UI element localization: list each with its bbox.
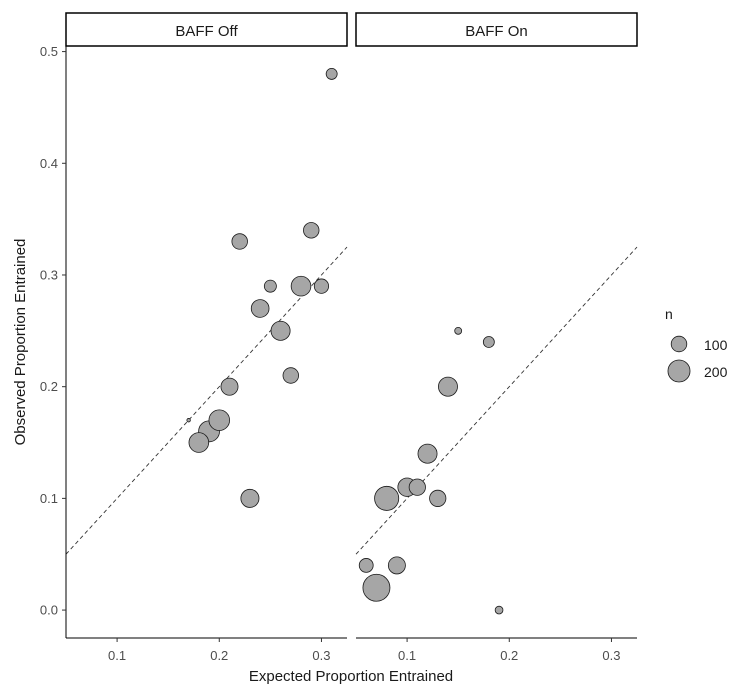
size-legend: n 100 200	[665, 306, 728, 383]
data-point	[362, 573, 391, 602]
x-tick-label: 0.3	[602, 648, 620, 663]
data-point	[417, 443, 438, 464]
data-point	[186, 418, 191, 423]
data-point	[313, 278, 330, 294]
y-tick-label: 0.4	[40, 156, 58, 171]
panel-right: BAFF On	[355, 12, 638, 615]
y-tick-label: 0.0	[40, 603, 58, 618]
data-point	[438, 376, 458, 397]
y-tick-label: 0.5	[40, 44, 58, 59]
strip-box-right	[355, 12, 638, 47]
data-point	[220, 377, 239, 396]
data-point	[270, 320, 291, 341]
y-tick-label: 0.1	[40, 491, 58, 506]
plot-area-left	[65, 68, 348, 555]
legend-label-100: 100	[704, 337, 728, 353]
legend-label-200: 200	[704, 364, 728, 380]
data-point	[231, 233, 248, 250]
strip-label-left: BAFF Off	[175, 23, 238, 40]
panel-left: BAFF Off	[65, 12, 348, 555]
data-point	[325, 68, 338, 80]
x-tick-label: 0.2	[500, 648, 518, 663]
identity-reference-line	[355, 246, 638, 555]
y-tick-label: 0.2	[40, 379, 58, 394]
identity-reference-line	[65, 246, 348, 555]
x-axis-title: Expected Proportion Entrained	[249, 668, 453, 685]
x-tick-label: 0.1	[398, 648, 416, 663]
data-point	[208, 409, 230, 431]
data-point	[263, 279, 277, 293]
data-point	[250, 299, 270, 318]
legend-title: n	[665, 306, 673, 322]
data-point	[454, 326, 463, 335]
data-point	[374, 485, 400, 511]
data-point	[282, 367, 300, 384]
data-point	[408, 478, 426, 496]
strip-label-right: BAFF On	[465, 23, 528, 40]
data-point	[494, 605, 504, 615]
data-point	[290, 275, 312, 297]
plot-area-right	[355, 246, 638, 615]
data-point	[429, 489, 447, 507]
data-point	[303, 222, 320, 239]
y-tick-label: 0.3	[40, 267, 58, 282]
x-tick-label: 0.1	[108, 648, 126, 663]
legend-key-200	[667, 359, 691, 383]
data-point	[387, 556, 406, 575]
x-tick-label: 0.2	[210, 648, 228, 663]
data-point	[240, 488, 260, 508]
y-axis-title: Observed Proportion Entrained	[12, 239, 29, 446]
x-tick-label: 0.3	[312, 648, 330, 663]
x-axis-ticks: 0.1 0.2 0.3 0.1 0.2 0.3	[108, 638, 620, 663]
y-axis-ticks: 0.0 0.1 0.2 0.3 0.4 0.5	[40, 44, 66, 618]
data-point	[482, 336, 495, 348]
legend-key-100	[670, 335, 688, 353]
data-point	[188, 432, 210, 453]
strip-box-left	[65, 12, 348, 47]
data-point	[358, 558, 374, 573]
